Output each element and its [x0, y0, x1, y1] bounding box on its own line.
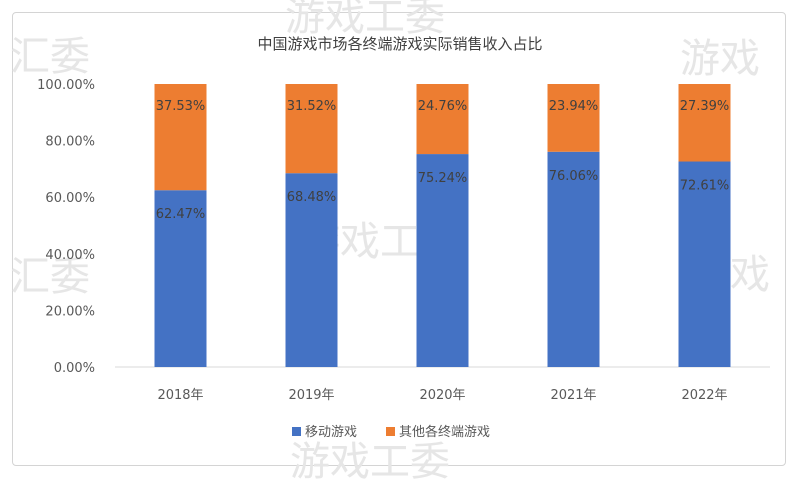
- legend-swatch-other: [386, 427, 395, 436]
- watermark-text: 游戏: [680, 36, 760, 82]
- watermark-text: 游戏工委: [290, 439, 450, 481]
- bar-segment-mobile: [547, 151, 600, 367]
- watermark-text: 汇委: [10, 34, 90, 80]
- watermark-text: 游戏工委: [285, 0, 445, 40]
- data-label-other: 27.39%: [680, 99, 730, 114]
- bar-segment-mobile: [285, 173, 338, 367]
- y-tick-label: 100.00%: [37, 78, 95, 93]
- data-label-other: 23.94%: [549, 99, 599, 114]
- y-tick-label: 80.00%: [45, 135, 95, 150]
- watermark-text: 汇委: [10, 254, 90, 300]
- y-tick-label: 40.00%: [45, 248, 95, 263]
- bar-segment-other: [678, 84, 731, 162]
- x-tick-label: 2019年: [288, 388, 334, 403]
- x-tick-label: 2021年: [550, 388, 596, 403]
- legend: 移动游戏 其他各终端游戏: [292, 424, 490, 440]
- bar-segment-other: [285, 84, 338, 174]
- data-label-mobile: 72.61%: [680, 179, 730, 194]
- x-tick-label: 2022年: [681, 388, 727, 403]
- data-label-other: 24.76%: [418, 99, 468, 114]
- bar-segment-other: [547, 84, 600, 152]
- data-label-mobile: 68.48%: [287, 190, 337, 205]
- data-label-other: 37.53%: [156, 99, 206, 114]
- bars: [154, 84, 731, 367]
- data-label-mobile: 75.24%: [418, 171, 468, 186]
- y-tick-label: 60.00%: [45, 191, 95, 206]
- chart-frame: [12, 12, 786, 466]
- y-tick-label: 0.00%: [54, 361, 95, 376]
- data-label-mobile: 62.47%: [156, 207, 206, 222]
- x-axis: 2018年 2019年 2020年 2021年 2022年: [157, 388, 727, 403]
- chart-title: 中国游戏市场各终端游戏实际销售收入占比: [257, 35, 542, 53]
- data-label-mobile: 76.06%: [549, 169, 599, 184]
- legend-swatch-mobile: [292, 427, 301, 436]
- x-tick-label: 2020年: [419, 388, 465, 403]
- bar-segment-mobile: [154, 190, 207, 367]
- y-axis: 0.00% 20.00% 40.00% 60.00% 80.00% 100.00…: [37, 78, 95, 376]
- y-tick-label: 20.00%: [45, 304, 95, 319]
- bar-segment-mobile: [416, 154, 469, 367]
- data-label-other: 31.52%: [287, 99, 337, 114]
- bar-segment-mobile: [678, 161, 731, 367]
- bar-segment-other: [154, 84, 207, 191]
- data-labels: 62.47% 68.48% 75.24% 76.06% 72.61% 37.53…: [156, 99, 730, 222]
- bar-segment-other: [416, 84, 469, 155]
- legend-label-other: 其他各终端游戏: [399, 424, 490, 440]
- x-tick-label: 2018年: [157, 388, 203, 403]
- legend-label-mobile: 移动游戏: [305, 425, 357, 440]
- watermark: 汇委 游戏工委 游戏 游戏工委 汇委 游戏 游戏工委: [10, 0, 770, 481]
